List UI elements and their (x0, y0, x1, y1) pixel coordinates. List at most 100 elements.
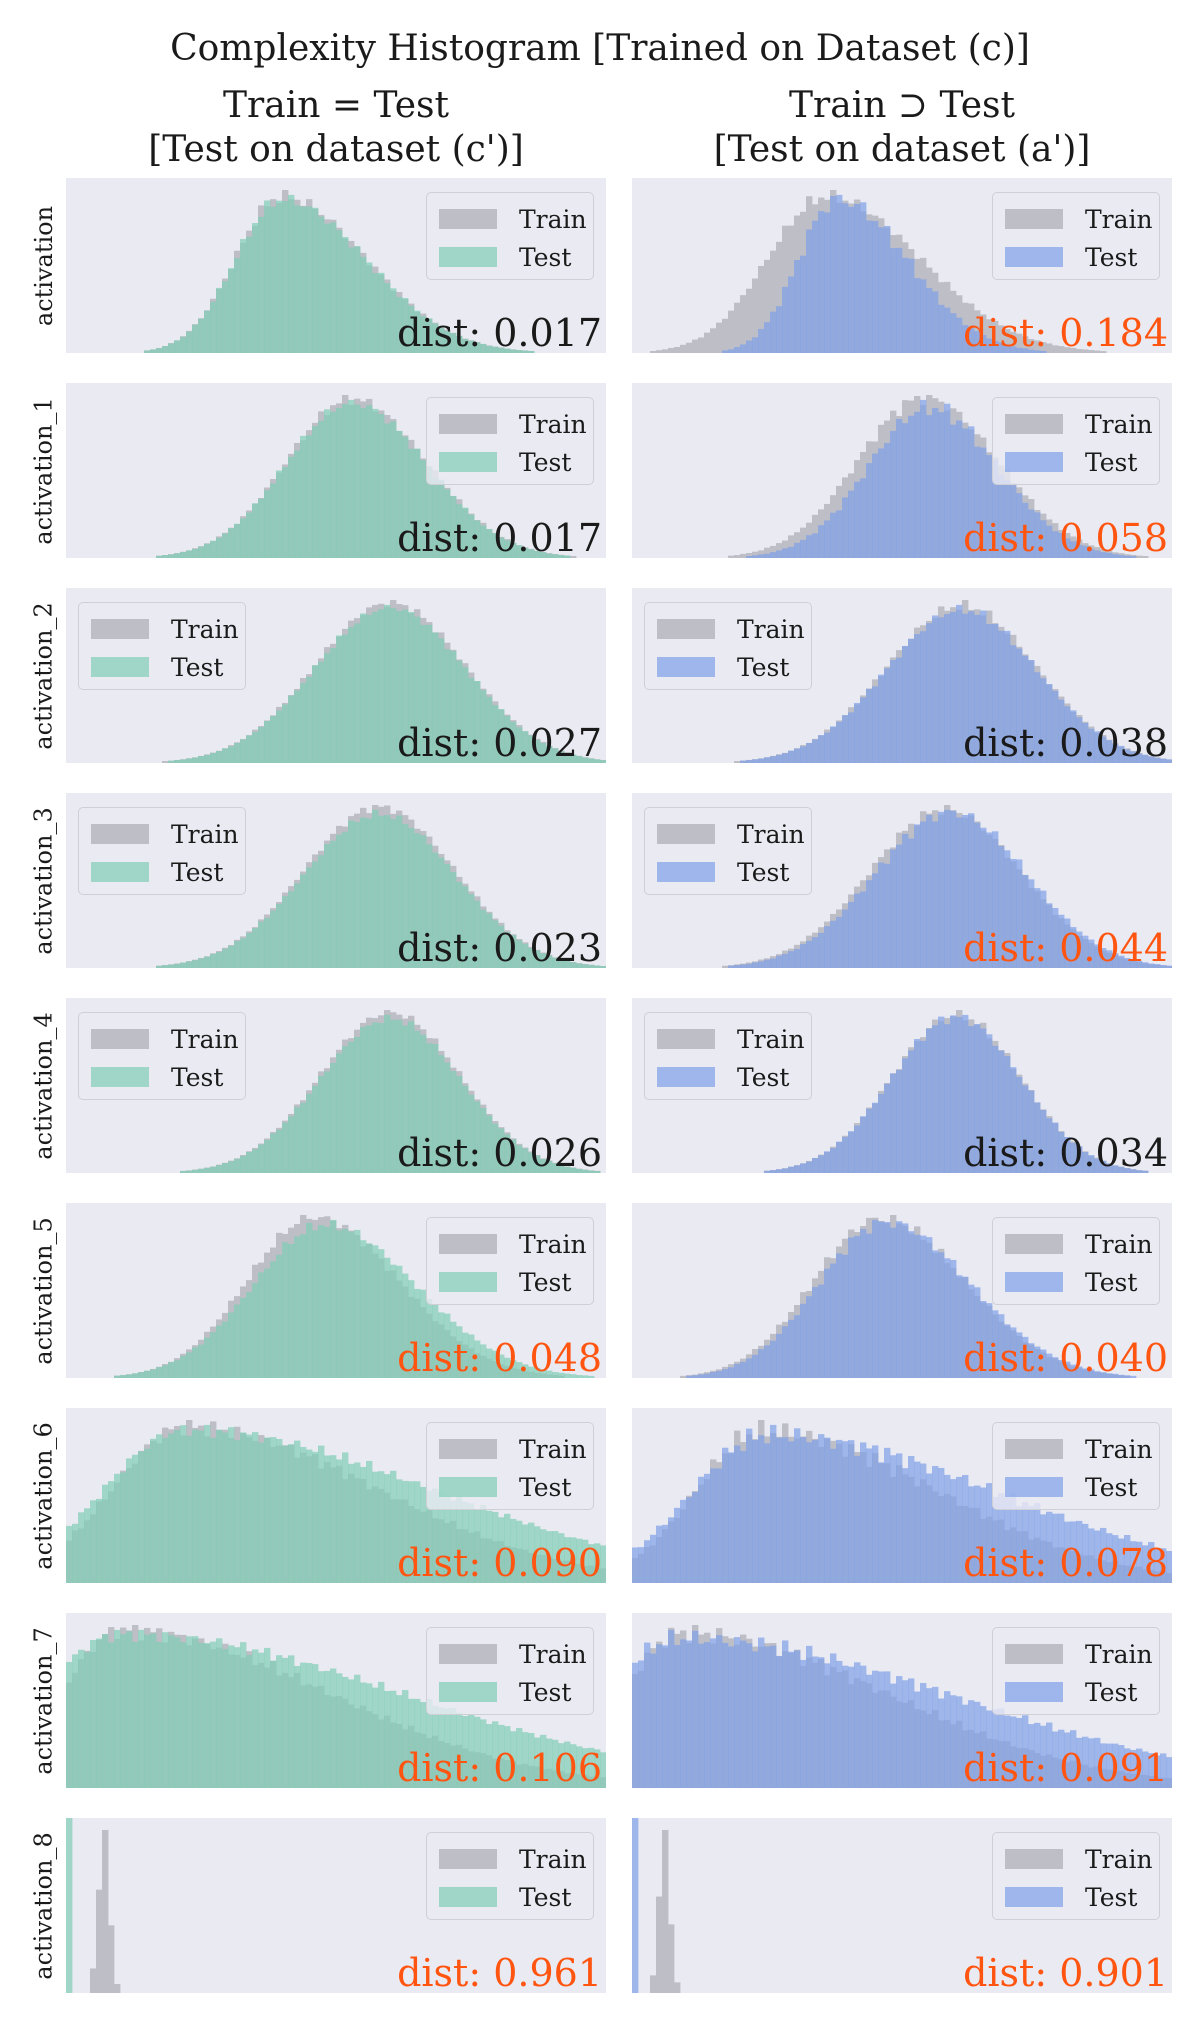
test-bar (632, 1818, 639, 1993)
legend-label: Train (519, 1434, 587, 1464)
test-bar (474, 520, 481, 558)
test-bar (510, 1518, 517, 1583)
test-bar (348, 1679, 355, 1788)
test-bar (252, 1432, 259, 1583)
test-bar (746, 1428, 753, 1583)
test-bar (438, 638, 445, 763)
test-bar (806, 742, 813, 763)
test-bar (240, 239, 247, 353)
test-bar (800, 746, 807, 763)
test-bar (962, 814, 969, 968)
test-bar (1136, 1541, 1143, 1583)
test-bar (288, 891, 295, 968)
test-bar (842, 715, 849, 763)
test-bar (366, 818, 373, 968)
test-bar (1154, 964, 1161, 968)
test-bar (384, 815, 391, 968)
legend-swatch (439, 1682, 497, 1702)
test-bar (842, 1665, 849, 1788)
test-bar (600, 1545, 606, 1583)
test-bar (878, 227, 885, 353)
test-bar (216, 952, 223, 968)
test-bar (1082, 935, 1089, 968)
test-bar (522, 1364, 529, 1378)
test-bar (480, 1719, 487, 1788)
test-bar (788, 276, 795, 353)
test-bar (968, 426, 975, 558)
test-bar (1070, 1142, 1077, 1173)
legend-label: Test (737, 652, 790, 682)
legend-label: Test (737, 857, 790, 887)
test-bar (324, 1071, 331, 1173)
test-bar (486, 696, 493, 763)
test-bar (1082, 1368, 1089, 1378)
test-bar (920, 1463, 927, 1583)
test-bar (944, 809, 951, 968)
legend: Train Test (78, 807, 246, 895)
test-bar (896, 844, 903, 968)
legend-item-test: Test (91, 652, 223, 682)
test-bar (528, 948, 535, 968)
legend-label: Train (519, 1229, 587, 1259)
test-bar (944, 1691, 951, 1788)
test-bar (854, 1235, 861, 1378)
test-bar (240, 938, 247, 968)
test-bar (288, 1655, 295, 1788)
test-bar (1076, 1146, 1083, 1173)
test-bar (354, 246, 361, 353)
test-bar (468, 1094, 475, 1173)
test-bar (830, 920, 837, 968)
test-bar (1040, 678, 1047, 763)
test-bar (800, 944, 807, 968)
test-bar (504, 348, 511, 353)
test-bar (186, 331, 193, 353)
test-bar (234, 941, 241, 968)
test-bar (282, 467, 289, 558)
test-bar (444, 1494, 451, 1583)
test-bar (522, 1148, 529, 1173)
test-bar (908, 1678, 915, 1788)
test-bar (456, 1712, 463, 1788)
test-bar (926, 1688, 933, 1788)
row-label-text: activation_7 (30, 1626, 58, 1775)
test-bar (474, 1716, 481, 1788)
legend-label: Test (1085, 1267, 1138, 1297)
test-bar (384, 1474, 391, 1583)
test-bar (468, 1334, 475, 1378)
test-bar (180, 962, 187, 968)
test-bar (156, 555, 163, 558)
test-bar (204, 1424, 211, 1583)
train-bar (102, 1830, 109, 1993)
test-bar (812, 1439, 819, 1583)
test-bar (462, 886, 469, 968)
test-bar (914, 278, 921, 353)
legend: Train Test (644, 807, 812, 895)
test-bar (1028, 660, 1035, 763)
test-bar (312, 1664, 319, 1788)
test-bar (258, 921, 265, 968)
test-bar (570, 1167, 577, 1173)
legend-swatch (91, 824, 149, 844)
test-bar (974, 1701, 981, 1788)
test-bar (872, 1445, 879, 1583)
test-bar (426, 1490, 433, 1583)
test-bar (992, 341, 999, 353)
test-bar (204, 1167, 211, 1173)
test-bar (186, 1636, 193, 1788)
test-bar (510, 721, 517, 763)
legend-label: Test (519, 1882, 572, 1912)
test-bar (656, 1644, 663, 1788)
test-bar (252, 223, 259, 353)
test-bar (848, 490, 855, 558)
test-bar (210, 1437, 217, 1583)
test-bar (926, 623, 933, 763)
legend-item-train: Train (439, 1229, 587, 1259)
test-bar (540, 1159, 547, 1173)
train-bar (752, 278, 759, 353)
test-bar (950, 424, 957, 558)
test-bar (258, 1442, 265, 1583)
test-bar (396, 1265, 403, 1378)
legend-swatch (1005, 247, 1063, 267)
test-bar (854, 703, 861, 763)
test-bar (1022, 655, 1029, 763)
